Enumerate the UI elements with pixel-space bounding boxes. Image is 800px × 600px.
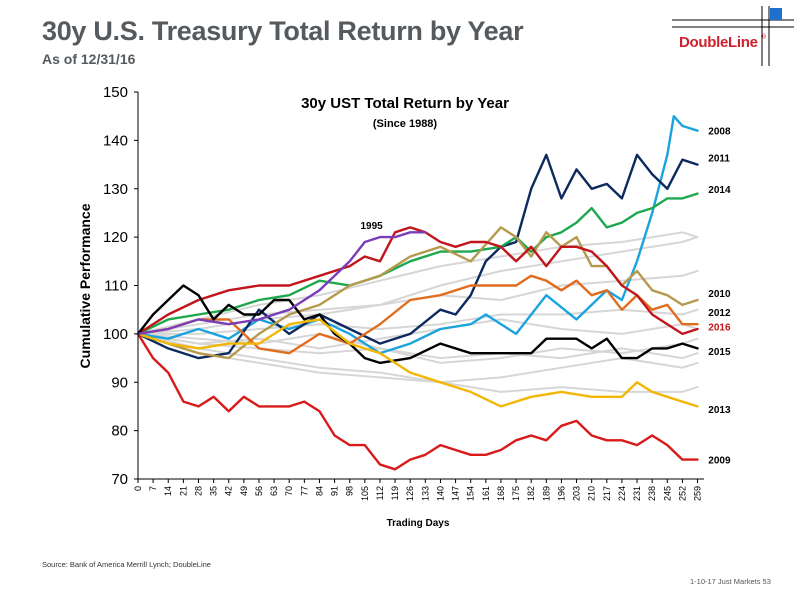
series-line-2015 bbox=[136, 284, 699, 365]
axes-layer: 70 80 90 100 110 120 130 140 150 0 7 14 21 28 35 42 49 56… bbox=[103, 84, 704, 501]
x-tick-label: 49 bbox=[239, 486, 249, 496]
x-tick-label: 98 bbox=[345, 486, 355, 496]
series-layer bbox=[136, 114, 699, 471]
logo-text: DoubleLine bbox=[679, 34, 758, 51]
x-tick-label: 112 bbox=[375, 486, 385, 500]
series-label-2009: 2009 bbox=[708, 456, 731, 467]
chart-subtitle: (Since 1988) bbox=[373, 118, 438, 130]
series-label-2012: 2012 bbox=[708, 308, 731, 319]
page-footer: 1-10-17 Just Markets 53 bbox=[690, 577, 771, 586]
series-label-2016: 2016 bbox=[708, 323, 731, 334]
x-tick-label: 126 bbox=[405, 486, 415, 501]
x-tick-label: 70 bbox=[284, 486, 294, 496]
x-tick-label: 189 bbox=[541, 486, 551, 501]
x-tick-label: 133 bbox=[420, 486, 430, 501]
page-title: 30y U.S. Treasury Total Return by Year bbox=[42, 16, 524, 46]
series-label-2015: 2015 bbox=[708, 347, 731, 358]
x-tick-label: 91 bbox=[330, 486, 340, 496]
series-line-2008 bbox=[136, 114, 699, 355]
x-tick-label: 154 bbox=[466, 486, 476, 501]
doubleline-logo-lines bbox=[672, 6, 794, 66]
y-tick-label: 100 bbox=[103, 326, 128, 343]
x-tick-label: 161 bbox=[481, 486, 491, 501]
y-tick-label: 130 bbox=[103, 181, 128, 198]
series-label-2013: 2013 bbox=[708, 405, 731, 416]
x-tick-label: 84 bbox=[315, 486, 325, 496]
series-line-2016 bbox=[136, 226, 699, 336]
chart-title: 30y UST Total Return by Year bbox=[301, 95, 509, 112]
series-label-2011: 2011 bbox=[708, 153, 730, 164]
x-tick-label: 245 bbox=[662, 486, 672, 501]
x-tick-label: 217 bbox=[602, 486, 612, 501]
x-tick-label: 7 bbox=[148, 486, 158, 491]
x-tick-label: 14 bbox=[163, 486, 173, 496]
x-tick-label: 119 bbox=[390, 486, 400, 500]
x-tick-label: 77 bbox=[299, 486, 309, 496]
x-tick-label: 182 bbox=[526, 486, 536, 501]
source-note: Source: Bank of America Merrill Lynch; D… bbox=[42, 560, 211, 569]
x-tick-label: 0 bbox=[133, 486, 143, 491]
page-subtitle: As of 12/31/16 bbox=[42, 51, 136, 67]
x-tick-label: 210 bbox=[587, 486, 597, 501]
x-tick-label: 252 bbox=[677, 486, 687, 501]
series-line-2013 bbox=[136, 318, 699, 408]
x-tick-label: 35 bbox=[209, 486, 219, 496]
y-tick-label: 110 bbox=[104, 278, 128, 295]
x-tick-label: 238 bbox=[647, 486, 657, 501]
series-line-other-12 bbox=[137, 332, 699, 364]
x-tick-label: 28 bbox=[194, 486, 204, 496]
y-tick-label: 150 bbox=[103, 84, 128, 101]
series-line-2012 bbox=[136, 274, 699, 355]
y-tick-label: 90 bbox=[111, 374, 128, 391]
series-line-2009 bbox=[136, 332, 699, 471]
y-tick-label: 80 bbox=[111, 423, 128, 440]
logo-registered-mark: ® bbox=[761, 34, 767, 41]
x-tick-label: 196 bbox=[556, 486, 566, 501]
x-tick-label: 56 bbox=[254, 486, 264, 496]
x-tick-label: 259 bbox=[693, 486, 703, 501]
x-tick-label: 224 bbox=[617, 486, 627, 501]
series-line-2014 bbox=[136, 192, 699, 336]
x-axis-label: Trading Days bbox=[387, 518, 450, 529]
y-tick-label: 120 bbox=[103, 229, 128, 246]
series-label-1995: 1995 bbox=[361, 221, 384, 232]
x-tick-label: 140 bbox=[435, 486, 445, 501]
x-tick-label: 231 bbox=[632, 486, 642, 501]
x-tick-label: 42 bbox=[224, 486, 234, 496]
series-line-2010 bbox=[136, 226, 699, 360]
series-line-2011 bbox=[136, 153, 699, 360]
series-label-2008: 2008 bbox=[708, 127, 731, 138]
series-line-other-10 bbox=[137, 332, 699, 360]
x-tick-label: 168 bbox=[496, 486, 506, 501]
series-line-1995 bbox=[136, 231, 427, 336]
x-tick-label: 175 bbox=[511, 486, 521, 501]
y-tick-label: 140 bbox=[103, 132, 128, 149]
series-label-2010: 2010 bbox=[708, 289, 731, 300]
labels-layer: 2008 2011 2014 2010 2012 2016 2015 2013 2009 1995 bbox=[361, 127, 731, 467]
y-tick-label: 70 bbox=[111, 471, 128, 488]
y-axis-label: Cumulative Performance bbox=[77, 203, 93, 368]
x-tick-label: 105 bbox=[360, 486, 370, 501]
series-line-other-16 bbox=[137, 231, 699, 335]
series-label-2014: 2014 bbox=[708, 185, 731, 196]
x-tick-label: 147 bbox=[451, 486, 461, 501]
x-tick-label: 21 bbox=[178, 486, 188, 496]
x-tick-label: 203 bbox=[572, 486, 582, 501]
x-tick-label: 63 bbox=[269, 486, 279, 496]
